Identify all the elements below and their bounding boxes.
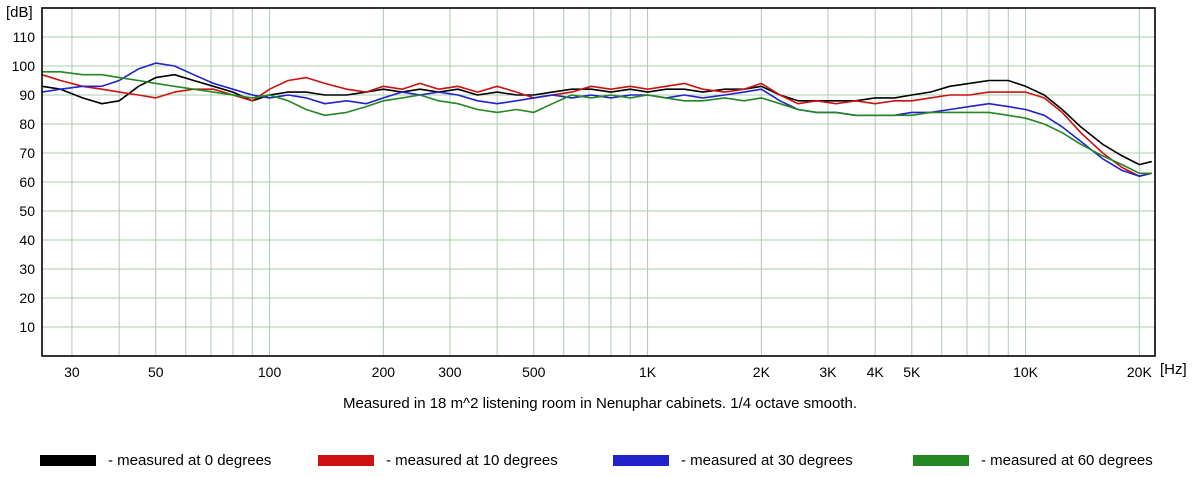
x-tick-label: 3K — [819, 364, 837, 380]
x-tick-label: 1K — [639, 364, 657, 380]
y-tick-label: 10 — [19, 319, 35, 335]
legend-swatch-60-degrees — [913, 454, 969, 466]
x-tick-label: 10K — [1013, 364, 1039, 380]
x-tick-label: 300 — [438, 364, 462, 380]
y-tick-label: 70 — [19, 145, 35, 161]
y-tick-label: 110 — [13, 29, 36, 45]
x-tick-label: 30 — [64, 364, 80, 380]
legend-swatch-30-degrees — [613, 454, 669, 466]
legend-label-10-degrees: - measured at 10 degrees — [386, 451, 558, 469]
frequency-response-chart: 10 20 30 40 50 60 70 80 90 100 110 30 50 100 200 300 500… — [12, 7, 1156, 380]
y-tick-label: 50 — [19, 203, 35, 219]
legend-item-30-degrees: - measured at 30 degrees — [613, 449, 853, 471]
x-tick-label: 5K — [903, 364, 921, 380]
y-tick-label: 80 — [19, 116, 35, 132]
legend-item-0-degrees: - measured at 0 degrees — [40, 449, 271, 471]
series-line-measured-at-0-degrees — [41, 73, 1152, 166]
series-line-measured-at-60-degrees — [41, 71, 1152, 175]
y-tick-label: 40 — [19, 232, 35, 248]
x-tick-label: 50 — [148, 364, 164, 380]
legend-item-10-degrees: - measured at 10 degrees — [318, 449, 558, 471]
legend-label-60-degrees: - measured at 60 degrees — [981, 451, 1153, 469]
legend-item-60-degrees: - measured at 60 degrees — [913, 449, 1153, 471]
y-tick-label: 30 — [19, 261, 35, 277]
y-tick-label: 20 — [19, 290, 35, 306]
x-tick-label: 2K — [753, 364, 771, 380]
legend-swatch-0-degrees — [40, 454, 96, 466]
plot-border — [41, 7, 1156, 357]
x-axis-unit-label: [Hz] — [1160, 361, 1187, 378]
legend-label-30-degrees: - measured at 30 degrees — [681, 451, 853, 469]
legend-swatch-10-degrees — [318, 454, 374, 466]
x-tick-label: 4K — [867, 364, 885, 380]
chart-caption: Measured in 18 m^2 listening room in Nen… — [343, 395, 857, 412]
legend: - measured at 0 degrees - measured at 10… — [0, 449, 1200, 473]
x-tick-label: 20K — [1127, 364, 1153, 380]
y-tick-label: 90 — [19, 87, 35, 103]
y-tick-label: 100 — [12, 58, 36, 74]
y-axis-unit-label: [dB] — [6, 4, 33, 21]
x-tick-label: 100 — [258, 364, 282, 380]
x-tick-label: 200 — [372, 364, 396, 380]
x-tick-label: 500 — [522, 364, 546, 380]
y-tick-label: 60 — [19, 174, 35, 190]
legend-label-0-degrees: - measured at 0 degrees — [108, 451, 272, 469]
